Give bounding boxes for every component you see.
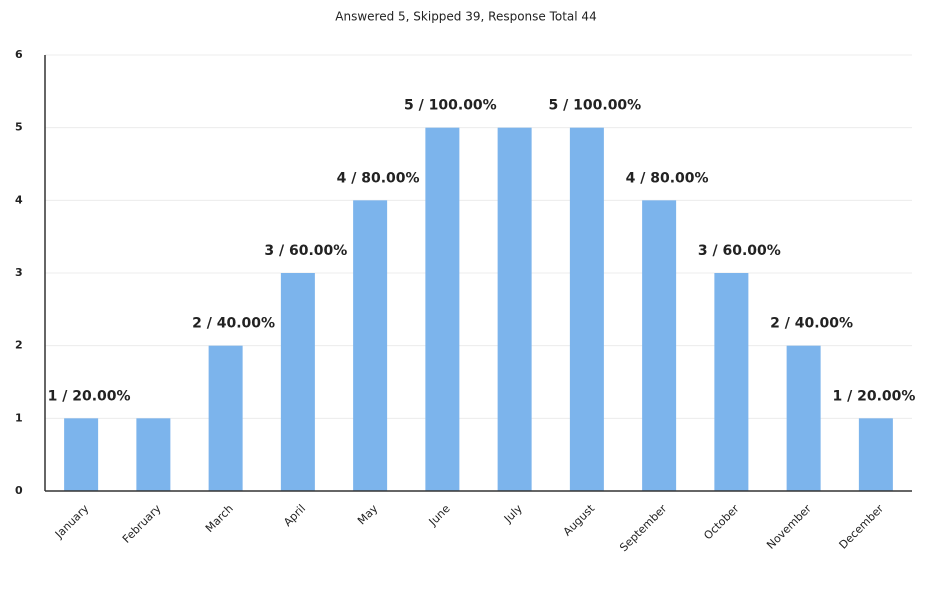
x-tick-label: January	[52, 502, 92, 542]
x-tick-label: March	[203, 502, 236, 535]
value-label: 2 / 40.00%	[192, 316, 275, 332]
y-tick-label: 5	[15, 121, 23, 134]
value-label: 4 / 80.00%	[337, 170, 420, 186]
x-tick-label: June	[426, 502, 453, 529]
y-tick-label: 1	[15, 411, 23, 424]
value-label: 5 / 100.00%	[404, 98, 497, 114]
x-tick-label: February	[120, 502, 164, 546]
value-label: 1 / 20.00%	[48, 388, 131, 404]
x-tick-label: December	[837, 502, 887, 552]
x-tick-label: July	[501, 502, 525, 526]
value-label: 2 / 40.00%	[770, 316, 853, 332]
bar	[425, 127, 460, 492]
value-label: 3 / 60.00%	[264, 243, 347, 259]
x-tick-label: November	[764, 502, 814, 552]
bar	[858, 418, 893, 491]
value-label: 5 / 100.00%	[549, 98, 642, 114]
bar	[64, 418, 99, 491]
y-tick-label: 6	[15, 48, 23, 61]
bar	[280, 273, 315, 491]
x-tick-label: May	[355, 502, 381, 528]
chart-title: Answered 5, Skipped 39, Response Total 4…	[335, 10, 596, 24]
bar	[714, 273, 749, 491]
value-label: 3 / 60.00%	[698, 243, 781, 259]
value-label: 4 / 80.00%	[626, 170, 709, 186]
bar	[136, 418, 171, 491]
bar	[497, 127, 532, 492]
x-tick-label: October	[701, 502, 742, 543]
y-tick-label: 4	[15, 193, 23, 206]
y-tick-label: 2	[15, 339, 23, 352]
bar	[208, 345, 243, 491]
x-tick-label: April	[281, 502, 308, 529]
bar	[353, 200, 388, 492]
x-tick-label: August	[561, 502, 598, 539]
y-tick-label: 3	[15, 266, 23, 279]
bar	[786, 345, 821, 491]
bar	[642, 200, 677, 492]
bar	[569, 127, 604, 492]
y-tick-label: 0	[15, 484, 23, 497]
value-label: 1 / 20.00%	[833, 388, 916, 404]
x-tick-label: September	[617, 502, 670, 555]
